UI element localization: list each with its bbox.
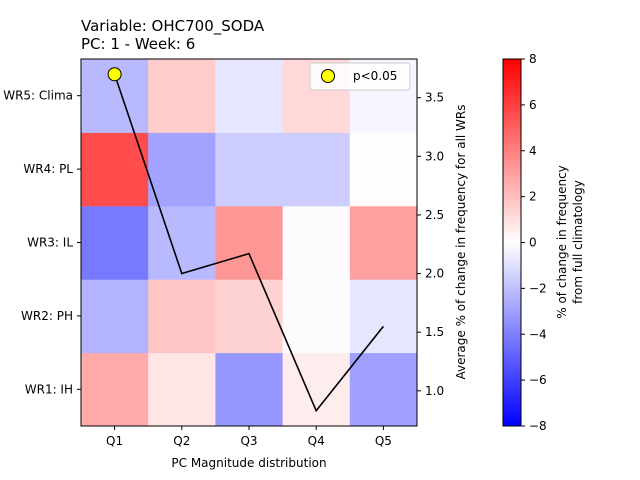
colorbar-ticks: −8 −6 −4 −2 0 2 4 6 8	[521, 52, 547, 433]
x-tick-label: Q5	[375, 434, 392, 448]
colorbar-label-line2: from full climatology	[571, 180, 585, 304]
heatmap-cell	[282, 279, 351, 354]
x-tick-label: Q1	[106, 434, 123, 448]
y-axis-ticks: WR1: IH WR2: PH WR3: IL WR4: PL WR5: Clima	[3, 89, 81, 396]
heatmap-cell	[148, 279, 216, 354]
colorbar-tick-label: 8	[529, 52, 537, 66]
legend-label: p<0.05	[353, 69, 397, 83]
heatmap-cell	[81, 352, 149, 427]
heatmap-cell	[215, 279, 284, 354]
heatmap-cell	[215, 352, 284, 427]
x-tick-label: Q4	[308, 434, 325, 448]
heatmap-cell	[215, 205, 284, 280]
colorbar-tick-label: −6	[529, 373, 547, 387]
right-tick-label: 3.5	[425, 91, 444, 105]
legend: p<0.05	[309, 62, 411, 91]
x-tick-label: Q2	[173, 434, 190, 448]
right-tick-label: 1.5	[425, 325, 444, 339]
heatmap-cell	[148, 352, 216, 427]
right-tick-label: 2.0	[425, 267, 444, 281]
heatmap-cells	[81, 59, 418, 427]
y-tick-label: WR4: PL	[23, 162, 73, 176]
colorbar	[502, 58, 522, 427]
y-tick-label: WR1: IH	[25, 382, 73, 396]
heatmap-cell	[349, 205, 418, 280]
x-tick-label: Q3	[240, 434, 257, 448]
chart-title-line2: PC: 1 - Week: 6	[81, 35, 195, 53]
heatmap-cell	[81, 132, 149, 207]
y-tick-label: WR3: IL	[27, 236, 73, 250]
heatmap-cell	[349, 132, 418, 207]
heatmap-cell	[282, 205, 351, 280]
right-tick-label: 2.5	[425, 208, 444, 222]
colorbar-tick-label: 6	[529, 98, 537, 112]
heatmap-cell	[349, 279, 418, 354]
heatmap-cell	[215, 132, 284, 207]
right-axis-ticks: 1.0 1.5 2.0 2.5 3.0 3.5	[417, 91, 444, 398]
colorbar-tick-label: 4	[529, 144, 537, 158]
average-change-line	[113, 73, 385, 413]
heatmap-cell	[148, 205, 216, 280]
significance-marker	[107, 67, 122, 82]
colorbar-tick-label: −4	[529, 327, 547, 341]
colorbar-label-line1: % of change in frequency	[555, 165, 569, 319]
heatmap-cell	[215, 59, 284, 133]
right-tick-label: 3.0	[425, 149, 444, 163]
colorbar-tick-label: 0	[529, 236, 537, 250]
x-axis-label: PC Magnitude distribution	[171, 456, 326, 470]
legend-box	[309, 62, 411, 91]
right-tick-label: 1.0	[425, 384, 444, 398]
y-tick-label: WR2: PH	[21, 309, 73, 323]
heatmap-cell	[282, 132, 351, 207]
right-axis-label: Average % of change in frequency for all…	[454, 104, 468, 379]
average-change-line-layer	[107, 67, 385, 413]
legend-marker-swatch	[321, 69, 335, 83]
heatmap-cell	[349, 352, 418, 427]
x-axis-ticks: Q1 Q2 Q3 Q4 Q5	[106, 426, 392, 448]
heatmap-cell	[148, 59, 216, 133]
colorbar-tick-label: −8	[529, 419, 547, 433]
chart-title-line1: Variable: OHC700_SODA	[81, 17, 265, 36]
heatmap-cell	[282, 352, 351, 427]
y-tick-label: WR5: Clima	[3, 89, 73, 103]
colorbar-tick-label: 2	[529, 190, 537, 204]
colorbar-tick-label: −2	[529, 281, 547, 295]
heatmap-cell	[148, 132, 216, 207]
heatmap-cell	[81, 205, 149, 280]
heatmap-cell	[81, 279, 149, 354]
